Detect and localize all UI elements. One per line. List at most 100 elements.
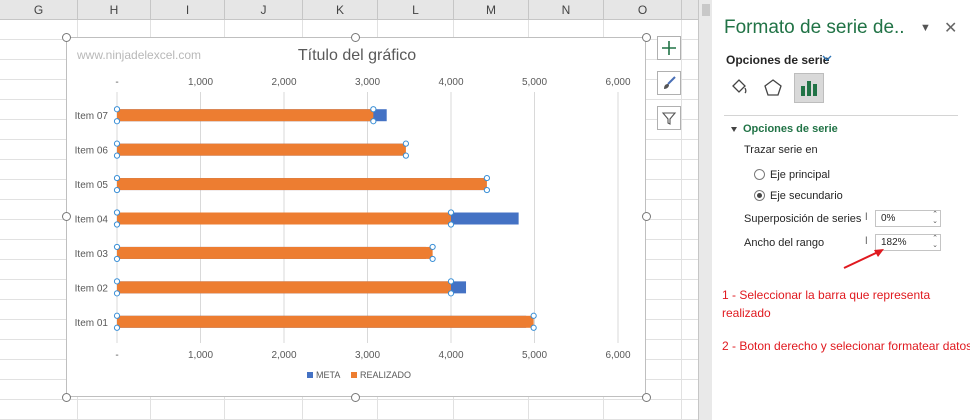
column-gridline: [681, 20, 682, 420]
scrollbar-thumb[interactable]: [702, 4, 710, 16]
bar-selection-handle[interactable]: [429, 255, 436, 263]
bar-realizado[interactable]: [117, 315, 534, 328]
category-label: Item 06: [75, 146, 109, 157]
column-header-m[interactable]: M: [454, 0, 529, 20]
bar-selection-handle[interactable]: [447, 209, 455, 216]
bar-selection-handle[interactable]: [447, 290, 455, 297]
plot-area[interactable]: - - 1,000 1,000 2,000 2,000 3,000 3,000 4,000 4,0…: [67, 38, 647, 398]
bar-selection-handle[interactable]: [113, 186, 121, 194]
column-header-i[interactable]: I: [151, 0, 225, 20]
watermark: www.ninjadelexcel.com: [77, 48, 202, 62]
chart-resize-handle[interactable]: [351, 393, 360, 402]
chart-resize-handle[interactable]: [642, 212, 651, 221]
top-axis-tick-label: 4,000: [438, 77, 463, 88]
chart-filter-button[interactable]: [657, 106, 681, 130]
column-header-g[interactable]: G: [0, 0, 78, 20]
legend-label-meta[interactable]: META: [316, 370, 340, 380]
bar-realizado[interactable]: [117, 109, 374, 122]
bar-selection-handle[interactable]: [113, 312, 121, 319]
bar-selection-handle[interactable]: [113, 324, 121, 331]
chart-resize-handle[interactable]: [642, 33, 651, 42]
bar-selection-handle[interactable]: [402, 140, 410, 147]
close-icon[interactable]: ✕: [944, 20, 958, 37]
funnel-icon: [661, 112, 677, 125]
primary-axis-label[interactable]: Eje principal: [770, 169, 830, 181]
plot-series-on-label: Trazar serie en: [744, 144, 818, 156]
column-header-n[interactable]: N: [529, 0, 604, 20]
primary-axis-radio[interactable]: [754, 169, 765, 180]
secondary-axis-label[interactable]: Eje secundario: [770, 190, 843, 202]
chart-title[interactable]: Título del gráfico: [297, 47, 417, 64]
column-header-j[interactable]: J: [225, 0, 303, 20]
top-axis-tick-label: 6,000: [605, 77, 630, 88]
column-header-o[interactable]: O: [604, 0, 682, 20]
bar-realizado[interactable]: [117, 212, 451, 225]
gap-width-label: Ancho del rango: [744, 237, 825, 249]
bar-selection-handle[interactable]: [113, 152, 121, 159]
bar-realizado[interactable]: [117, 178, 487, 191]
bar-selection-handle[interactable]: [113, 174, 121, 182]
fill-line-tab[interactable]: [724, 73, 754, 103]
bar-selection-handle[interactable]: [370, 118, 377, 125]
top-axis-tick-label: 3,000: [355, 77, 380, 88]
chart-area[interactable]: www.ninjadelexcel.com Título del gráfico…: [66, 37, 646, 397]
bar-selection-handle[interactable]: [447, 278, 455, 285]
chart-styles-button[interactable]: [657, 71, 681, 95]
bar-selection-handle[interactable]: [113, 140, 121, 147]
chart-resize-handle[interactable]: [642, 393, 651, 402]
bar-realizado[interactable]: [117, 246, 433, 259]
bar-selection-handle[interactable]: [113, 255, 121, 263]
bar-selection-handle[interactable]: [113, 243, 121, 251]
effects-tab[interactable]: [758, 73, 788, 103]
bar-selection-handle[interactable]: [429, 243, 436, 251]
bar-selection-handle[interactable]: [530, 312, 537, 319]
chart-resize-handle[interactable]: [62, 212, 71, 221]
category-label: Item 01: [75, 318, 109, 329]
category-label: Item 07: [75, 111, 109, 122]
category-label: Item 03: [75, 249, 109, 260]
chart-elements-button[interactable]: [657, 36, 681, 60]
bar-realizado[interactable]: [117, 281, 451, 294]
bar-selection-handle[interactable]: [447, 221, 455, 228]
sheet-vertical-scrollbar[interactable]: [698, 0, 712, 420]
secondary-axis-radio[interactable]: [754, 190, 765, 201]
chart-resize-handle[interactable]: [62, 33, 71, 42]
pane-divider: [724, 115, 958, 116]
column-header-l[interactable]: L: [378, 0, 454, 20]
section-heading[interactable]: Opciones de serie: [743, 123, 838, 135]
series-options-icon-tab[interactable]: [794, 73, 824, 103]
slider-marker-icon[interactable]: ǀ: [865, 236, 868, 247]
slider-marker-icon[interactable]: ǀ: [865, 212, 868, 223]
format-pane: Formato de serie de.. ▼ ✕ Opciones de se…: [712, 0, 970, 420]
top-axis-tick-label: 2,000: [271, 77, 296, 88]
bar-selection-handle[interactable]: [113, 118, 121, 125]
bar-selection-handle[interactable]: [113, 221, 121, 228]
column-header-k[interactable]: K: [303, 0, 378, 20]
chart-resize-handle[interactable]: [351, 33, 360, 42]
bar-selection-handle[interactable]: [113, 209, 121, 216]
bar-selection-handle[interactable]: [113, 290, 121, 297]
series-overlap-label: Superposición de series: [744, 213, 862, 225]
bar-selection-handle[interactable]: [370, 106, 377, 113]
series-overlap-input[interactable]: 0% ⌃ ⌄: [875, 210, 941, 227]
category-label: Item 05: [75, 180, 109, 191]
column-header-h[interactable]: H: [78, 0, 151, 20]
bar-selection-handle[interactable]: [530, 324, 537, 331]
bar-realizado[interactable]: [117, 143, 406, 156]
bar-selection-handle[interactable]: [113, 106, 121, 113]
bar-selection-handle[interactable]: [483, 174, 491, 182]
pane-options-dropdown-icon[interactable]: ▼: [920, 22, 931, 34]
chart-resize-handle[interactable]: [62, 393, 71, 402]
spinner-arrows-icon[interactable]: ⌃ ⌄: [932, 235, 938, 249]
bar-selection-handle[interactable]: [113, 278, 121, 285]
bar-selection-handle[interactable]: [483, 186, 491, 194]
legend-label-realizado[interactable]: REALIZADO: [360, 370, 411, 380]
chevron-down-icon[interactable]: [822, 53, 832, 63]
collapse-triangle-icon[interactable]: [731, 126, 739, 134]
series-options-tab[interactable]: Opciones de serie: [726, 53, 830, 67]
bar-selection-handle[interactable]: [402, 152, 410, 159]
red-arrow-annotation: [843, 249, 884, 269]
spinner-arrows-icon[interactable]: ⌃ ⌄: [932, 211, 938, 225]
top-axis-tick-label: 5,000: [522, 77, 547, 88]
gap-width-input[interactable]: 182% ⌃ ⌄: [875, 234, 941, 251]
